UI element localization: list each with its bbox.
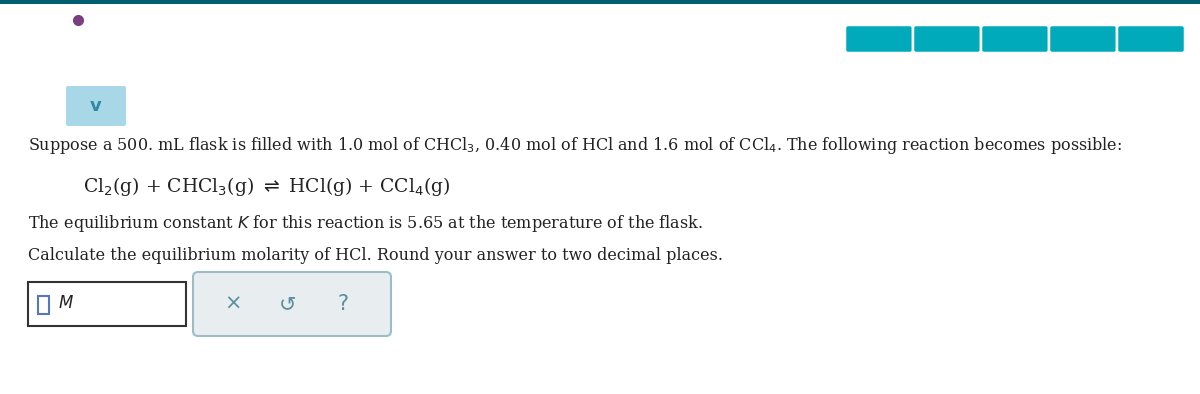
FancyBboxPatch shape	[1049, 25, 1117, 53]
FancyBboxPatch shape	[913, 25, 982, 53]
Text: Cl$_2$(g) + CHCl$_3$(g) $\rightleftharpoons$ HCl(g) + CCl$_4$(g): Cl$_2$(g) + CHCl$_3$(g) $\rightleftharpo…	[83, 175, 450, 199]
Bar	[28, 282, 186, 326]
Text: KINETICS AND EQUILIBRIUM: KINETICS AND EQUILIBRIUM	[88, 15, 233, 25]
Text: ?: ?	[337, 294, 348, 314]
Text: The equilibrium constant $\mathit{K}$ for this reaction is 5.65 at the temperatu: The equilibrium constant $\mathit{K}$ fo…	[28, 214, 703, 234]
Text: $M$: $M$	[58, 296, 74, 312]
FancyBboxPatch shape	[66, 86, 126, 126]
FancyBboxPatch shape	[982, 25, 1049, 53]
FancyBboxPatch shape	[1117, 25, 1186, 53]
Text: ↺: ↺	[280, 294, 296, 314]
Text: Calculate the equilibrium molarity of HCl. Round your answer to two decimal plac: Calculate the equilibrium molarity of HC…	[28, 247, 722, 264]
Text: v: v	[90, 97, 102, 115]
Text: Suppose a 500. mL flask is filled with 1.0 mol of CHCl$_3$, 0.40 mol of HCl and : Suppose a 500. mL flask is filled with 1…	[28, 136, 1122, 156]
Bar	[38, 296, 49, 314]
Bar	[0, 0, 1200, 4]
FancyBboxPatch shape	[193, 272, 391, 336]
Text: ×: ×	[224, 294, 241, 314]
Text: Calculating equilibrium composition from an equilibrium constant: Calculating equilibrium composition from…	[78, 39, 775, 58]
FancyBboxPatch shape	[845, 25, 913, 53]
